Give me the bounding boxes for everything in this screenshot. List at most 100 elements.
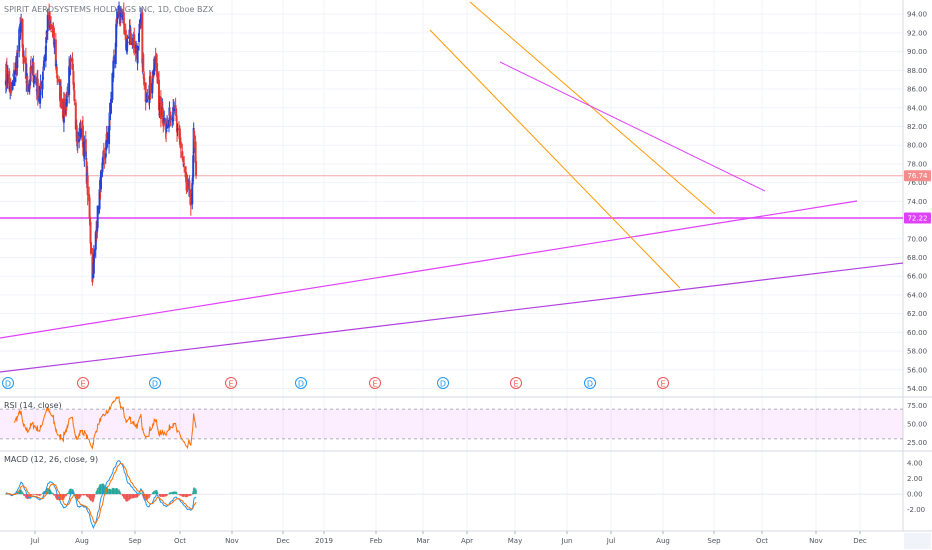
candle-body xyxy=(45,36,48,44)
candle-body xyxy=(45,30,48,35)
macd-histogram-bar xyxy=(86,494,89,498)
macd-histogram-bar xyxy=(183,494,185,497)
macd-histogram-bar xyxy=(63,494,66,498)
price-tick-label: 66.00 xyxy=(907,273,927,281)
price-tick-label: 92.00 xyxy=(907,29,927,37)
earnings-marker xyxy=(369,377,381,389)
candle-body xyxy=(188,180,191,189)
candle-body xyxy=(52,27,55,45)
dividend-marker xyxy=(2,377,14,389)
price-tick-label: 54.00 xyxy=(907,385,927,393)
candle-body xyxy=(109,99,112,114)
macd-histogram-bar xyxy=(150,494,152,495)
macd-histogram-bar xyxy=(126,494,129,502)
price-tick-label: 80.00 xyxy=(907,142,927,150)
macd-histogram-bar xyxy=(52,493,55,495)
macd-histogram-bar xyxy=(170,492,172,495)
macd-histogram-bar xyxy=(76,494,79,500)
candle-body xyxy=(191,183,194,205)
candle-body xyxy=(10,83,13,93)
macd-histogram-bar xyxy=(94,494,97,495)
macd-histogram-bar xyxy=(40,494,42,495)
candle-body xyxy=(55,63,58,68)
candle-body xyxy=(54,39,57,67)
candle-body xyxy=(71,63,74,71)
candle-body xyxy=(89,242,92,254)
time-tick-label: Sep xyxy=(128,537,142,545)
price-tick-label: 84.00 xyxy=(907,104,927,112)
macd-histogram-bar xyxy=(190,494,192,496)
price-tick-label: 70.00 xyxy=(907,235,927,243)
macd-label: MACD (12, 26, close, 9) xyxy=(4,455,99,464)
time-tick-label: Aug xyxy=(656,537,670,545)
macd-histogram-bar xyxy=(166,494,168,496)
candle-body xyxy=(104,153,107,158)
macd-histogram-bar xyxy=(160,494,162,497)
price-tick-label: 88.00 xyxy=(907,67,927,75)
time-tick-label: Feb xyxy=(370,537,383,545)
candle-body xyxy=(16,52,19,68)
candle-body xyxy=(99,171,102,190)
earnings-marker xyxy=(225,377,237,389)
price-tick-label: 94.00 xyxy=(907,11,927,19)
candle-body xyxy=(8,70,11,85)
candle-body xyxy=(56,79,59,82)
macd-histogram-bar xyxy=(23,494,26,497)
macd-histogram-bar xyxy=(166,494,169,495)
macd-histogram-bar xyxy=(191,494,194,495)
candle-body xyxy=(43,57,46,62)
macd-histogram-bar xyxy=(133,494,136,498)
axes: 94.00 92.00 90.00 88.00 86.00 84.00 82.00 80.00… xyxy=(30,11,931,549)
candle-body xyxy=(123,23,126,34)
earnings-marker xyxy=(77,377,89,389)
macd-histogram-bar xyxy=(93,494,96,497)
candle-body xyxy=(146,98,149,100)
candle-body xyxy=(66,90,69,97)
channel-upper-line xyxy=(469,1,716,215)
candle-body xyxy=(80,129,83,138)
macd-histogram-bar xyxy=(175,492,178,495)
candle-body xyxy=(162,124,165,126)
macd-histogram-bar xyxy=(136,494,139,497)
candle-body xyxy=(119,13,122,18)
candle-body xyxy=(157,79,160,111)
price-tick-label: 78.00 xyxy=(907,160,927,168)
candle-body xyxy=(138,32,141,43)
falling-trendline xyxy=(499,61,766,192)
macd-tick-label: -2.00 xyxy=(907,506,925,514)
price-tick-label: 86.00 xyxy=(907,86,927,94)
candle-body xyxy=(42,68,45,70)
macd-histogram-bar xyxy=(148,494,151,497)
time-tick-label: Mar xyxy=(416,537,429,545)
rsi-pane xyxy=(0,396,903,450)
macd-histogram-bar xyxy=(53,494,56,496)
time-tick-label: Dec xyxy=(853,537,867,545)
candle-body xyxy=(166,123,169,129)
macd-histogram-bar xyxy=(22,493,24,495)
time-tick-label: Sep xyxy=(707,537,721,545)
macd-histogram-bar xyxy=(116,489,119,495)
candle-body xyxy=(84,139,87,157)
candle-body xyxy=(111,73,114,100)
macd-histogram-bar xyxy=(156,492,159,495)
time-tick-label: Nov xyxy=(809,537,823,545)
price-tick-label: 56.00 xyxy=(907,366,927,374)
channel-lower-line xyxy=(429,29,681,289)
candle-body xyxy=(70,59,73,62)
dividend-marker-label: D xyxy=(152,380,158,389)
candle-body xyxy=(116,13,119,20)
candle-body xyxy=(88,197,91,219)
time-tick-label: Oct xyxy=(756,537,768,545)
macd-histogram-bar xyxy=(123,494,126,499)
macd-histogram-bar xyxy=(119,491,121,495)
earnings-marker-label: E xyxy=(372,380,377,389)
macd-histogram-bar xyxy=(153,490,156,495)
price-tick-label: 90.00 xyxy=(907,48,927,56)
macd-histogram-bar xyxy=(163,494,166,497)
macd-histogram-bar xyxy=(103,485,106,495)
macd-histogram-bar xyxy=(96,487,99,495)
rsi-line xyxy=(14,396,197,450)
macd-line xyxy=(5,459,197,529)
